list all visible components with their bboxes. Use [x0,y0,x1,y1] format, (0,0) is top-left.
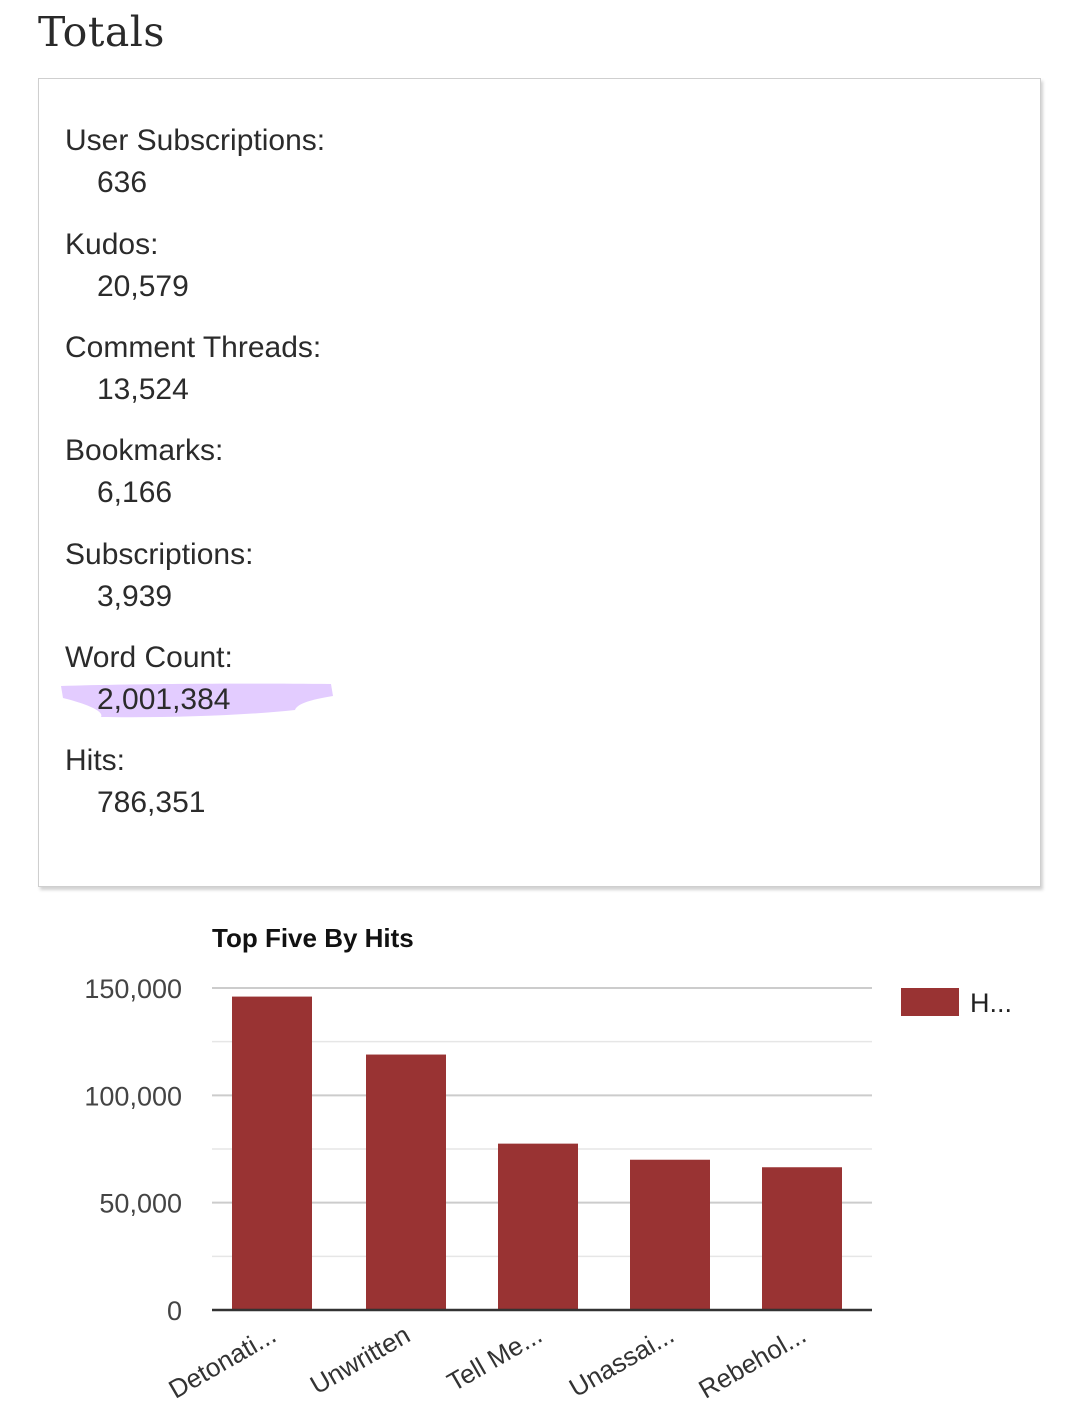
stat-value: 636 [97,166,148,199]
bar-4[interactable] [630,1159,710,1310]
chart-title: Top Five By Hits [212,923,414,953]
stat-label: Subscriptions: [65,538,254,571]
y-tick-label: 0 [167,1296,182,1326]
stat-comment-threads: Comment Threads: 13,524 [65,328,321,410]
stat-subscriptions: Subscriptions: 3,939 [65,535,253,617]
stat-label: Kudos: [65,228,159,261]
x-tick-label: Unassai... [564,1319,679,1403]
stat-label: Bookmarks: [65,434,224,467]
totals-panel: User Subscriptions: 636 Kudos: 20,579 Co… [38,78,1041,887]
bar-chart-svg: Top Five By Hits 0 50,000 100,000 150,000 De… [84,923,1012,1404]
page-title: Totals [38,8,165,56]
stat-label: Hits: [65,744,125,777]
stat-value: 6,166 [97,476,173,509]
stat-value: 13,524 [97,373,189,406]
stat-user-subscriptions: User Subscriptions: 636 [65,121,325,203]
stat-label: Comment Threads: [65,331,322,364]
bar-1[interactable] [232,996,312,1310]
x-tick-label: Unwritten [305,1319,415,1400]
stat-value: 2,001,384 [61,680,333,720]
stat-value: 3,939 [97,580,173,613]
highlighter-mark [61,683,333,718]
legend-swatch [901,988,959,1016]
x-tick-label: Rebehol... [693,1319,811,1404]
x-tick-label: Tell Me... [442,1319,547,1397]
legend-label: H... [970,988,1012,1018]
stat-word-count: Word Count: 2,001,384 [61,638,333,720]
stat-bookmarks: Bookmarks: 6,166 [65,431,223,513]
y-tick-label: 50,000 [99,1189,182,1219]
bar-5[interactable] [762,1167,842,1310]
stat-label: User Subscriptions: [65,124,326,157]
stat-kudos: Kudos: 20,579 [65,225,189,307]
top-five-chart: Top Five By Hits 0 50,000 100,000 150,000 De… [0,900,1080,1415]
y-tick-label: 100,000 [84,1081,182,1111]
y-tick-label: 150,000 [84,974,182,1004]
bar-3[interactable] [498,1143,578,1310]
stat-hits: Hits: 786,351 [65,741,205,823]
chart-legend: H... [901,988,1012,1018]
stat-value: 786,351 [97,786,206,819]
x-tick-label: Detonati... [163,1319,281,1404]
stat-value: 20,579 [97,270,189,303]
bar-2[interactable] [366,1054,446,1310]
stat-label: Word Count: [65,641,233,674]
